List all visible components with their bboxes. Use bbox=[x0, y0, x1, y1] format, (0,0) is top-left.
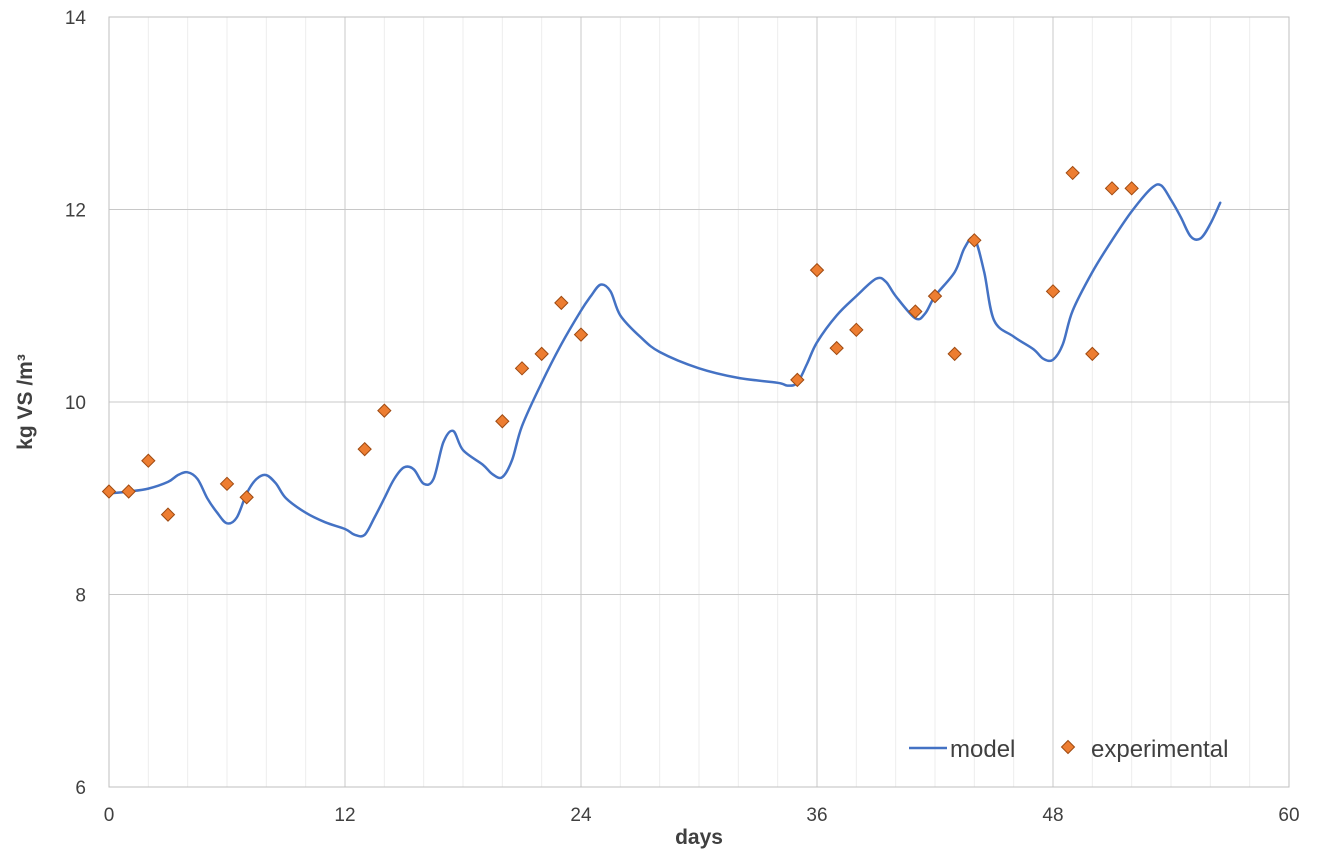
x-tick-label: 12 bbox=[334, 805, 355, 826]
experimental-point bbox=[1085, 346, 1100, 362]
experimental-point bbox=[357, 441, 372, 457]
experimental-point bbox=[101, 484, 117, 499]
experimental-point bbox=[377, 403, 392, 418]
y-axis-title: kg VS /m³ bbox=[14, 354, 37, 450]
plot-area-frame bbox=[108, 16, 1290, 788]
experimental-point bbox=[534, 346, 549, 362]
x-tick-label: 0 bbox=[104, 805, 115, 826]
experimental-point bbox=[514, 361, 530, 376]
experimental-point bbox=[947, 346, 962, 362]
experimental-point bbox=[121, 484, 136, 499]
experimental-point bbox=[809, 262, 825, 278]
x-tick-label: 60 bbox=[1278, 805, 1299, 826]
experimental-point bbox=[1124, 181, 1139, 196]
y-tick-label: 8 bbox=[75, 586, 86, 607]
experimental-point bbox=[1045, 284, 1061, 299]
experimental-point bbox=[829, 340, 844, 356]
experimental-point bbox=[908, 304, 923, 319]
y-tick-label: 6 bbox=[75, 778, 86, 799]
x-tick-label: 48 bbox=[1042, 805, 1063, 826]
series-markers-experimental bbox=[101, 165, 1139, 522]
experimental-point bbox=[160, 507, 176, 522]
experimental-point bbox=[790, 372, 805, 388]
experimental-point bbox=[239, 490, 254, 505]
experimental-point bbox=[1065, 165, 1080, 181]
series-line-model bbox=[107, 183, 1222, 538]
legend: model experimental bbox=[909, 736, 1228, 763]
x-tick-label: 24 bbox=[570, 805, 592, 826]
y-axis-tick-labels: 6 8 10 12 14 bbox=[65, 8, 87, 799]
legend-swatch-experimental bbox=[1060, 739, 1076, 755]
x-axis-title: days bbox=[675, 826, 723, 849]
x-axis-tick-labels: 0 12 24 36 48 60 bbox=[104, 805, 1300, 826]
y-tick-label: 14 bbox=[65, 8, 87, 29]
x-tick-label: 36 bbox=[806, 805, 827, 826]
experimental-point bbox=[1104, 181, 1120, 196]
experimental-point bbox=[967, 233, 982, 248]
experimental-point bbox=[849, 322, 864, 338]
experimental-point bbox=[219, 476, 235, 492]
experimental-point bbox=[495, 414, 510, 429]
experimental-point bbox=[554, 295, 569, 311]
experimental-point bbox=[927, 288, 943, 304]
experimental-point bbox=[141, 453, 156, 468]
y-tick-label: 10 bbox=[65, 393, 86, 414]
y-tick-label: 12 bbox=[65, 201, 86, 222]
legend-label-model: model bbox=[950, 736, 1015, 763]
experimental-point bbox=[573, 327, 589, 342]
legend-label-experimental: experimental bbox=[1091, 736, 1228, 763]
